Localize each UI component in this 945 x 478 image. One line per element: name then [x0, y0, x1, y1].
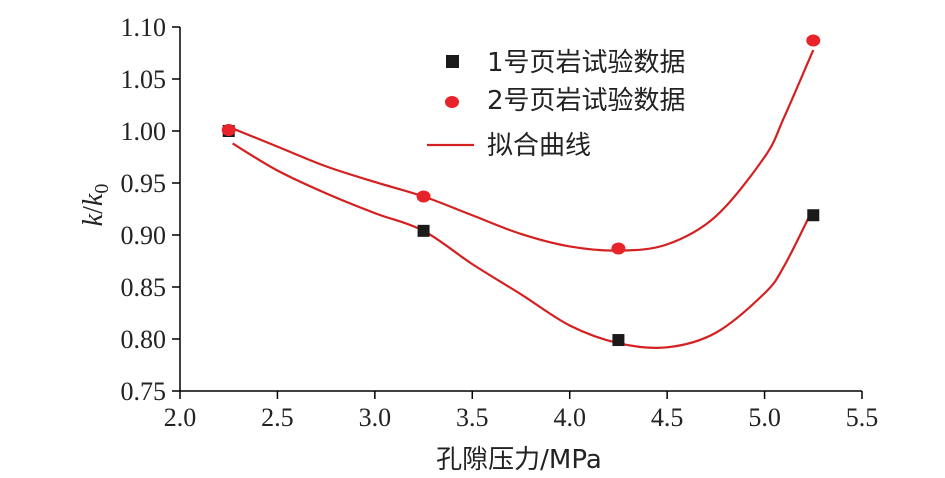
data-point-series-1	[612, 334, 625, 347]
y-tick-label: 0.75	[121, 377, 167, 406]
data-point-series-2	[611, 242, 626, 255]
y-tick-label: 0.80	[121, 325, 167, 354]
data-point-series-2	[416, 190, 431, 203]
y-axis-title-main: k	[78, 213, 109, 226]
data-point-series-1	[807, 209, 820, 222]
legend-label-series-1: 1号页岩试验数据	[487, 48, 686, 78]
y-tick-label: 1.10	[121, 13, 167, 42]
y-axis-title: k/k0	[78, 184, 113, 227]
y-axis-title-slash: /	[78, 206, 109, 214]
fit-curve-1	[232, 142, 813, 350]
y-tick-label: 0.90	[121, 221, 167, 250]
y-tick-label: 0.95	[121, 169, 167, 198]
axes: 2.0 2.5 3.0 3.5 4.0 4.5 5.0 5.5 0.75 0.80 0.85 0.90…	[121, 13, 879, 432]
x-tick-label: 4.5	[651, 403, 684, 432]
y-axis-title-subscript: 0	[91, 184, 113, 194]
fit-curve-2	[228, 49, 815, 252]
legend-label-fit: 拟合曲线	[487, 131, 591, 161]
data-point-series-2	[806, 34, 821, 47]
data-point-series-1	[417, 224, 430, 237]
y-tick-label: 0.85	[121, 273, 167, 302]
y-axis-title-base: k	[78, 193, 109, 206]
fit-curves	[228, 49, 815, 350]
x-tick-label: 2.5	[261, 403, 294, 432]
legend: 1号页岩试验数据 2号页岩试验数据 拟合曲线	[427, 48, 686, 161]
x-tick-label: 3.5	[456, 403, 489, 432]
x-axis-title: 孔隙压力/MPa	[436, 445, 602, 475]
legend-marker-square	[446, 55, 459, 68]
x-tick-label: 4.0	[553, 403, 586, 432]
data-points	[221, 34, 821, 347]
y-tick-label: 1.00	[121, 117, 167, 146]
legend-label-series-2: 2号页岩试验数据	[487, 86, 686, 116]
x-tick-label: 2.0	[164, 403, 197, 432]
x-tick-label: 5.0	[748, 403, 781, 432]
legend-marker-circle	[445, 96, 459, 108]
x-tick-label: 3.0	[359, 403, 392, 432]
data-point-series-2	[221, 123, 236, 136]
x-tick-label: 5.5	[846, 403, 879, 432]
y-tick-label: 1.05	[121, 65, 167, 94]
